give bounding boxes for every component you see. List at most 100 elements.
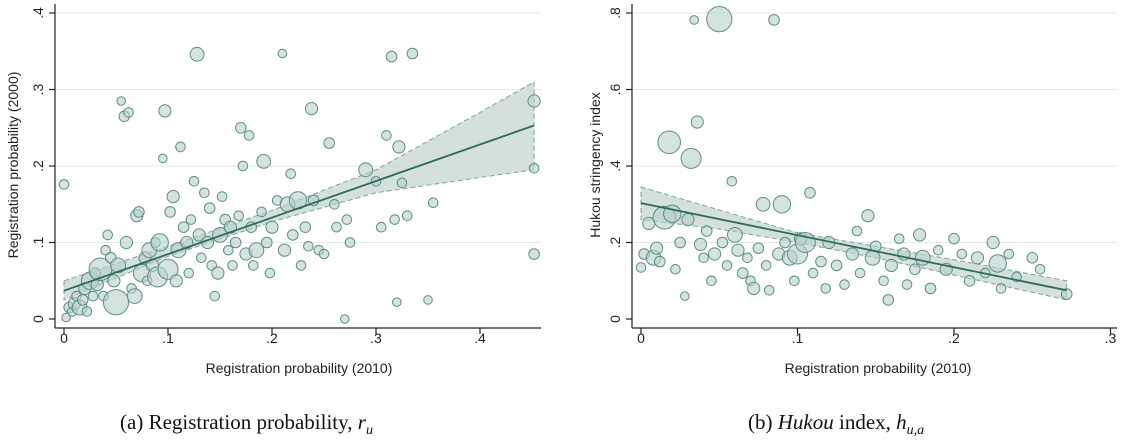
scatter-point — [358, 162, 374, 178]
x-tick-label: .3 — [1105, 330, 1117, 346]
scatter-point — [708, 247, 722, 261]
scatter-point — [199, 187, 210, 199]
x-tick-label: .3 — [370, 330, 382, 346]
scatter-point — [1026, 251, 1039, 264]
scatter-point — [331, 221, 342, 233]
scatter-point — [303, 241, 314, 252]
scatter-point — [150, 233, 169, 252]
scatter-point — [721, 260, 733, 271]
scatter-point — [657, 130, 682, 155]
scatter-point — [216, 191, 228, 202]
scatter-point — [681, 213, 695, 227]
scatter-point — [689, 15, 700, 25]
scatter-point — [760, 260, 772, 271]
scatter-point — [779, 236, 791, 249]
scatter-point — [650, 241, 664, 255]
scatter-point — [87, 290, 99, 302]
scatter-point — [674, 236, 686, 249]
scatter-point — [864, 249, 881, 266]
scatter-point — [680, 147, 702, 169]
scatter-point — [192, 228, 206, 242]
scatter-point — [81, 306, 93, 317]
scatter-point — [223, 244, 234, 256]
scatter-point — [693, 237, 708, 251]
caption-panel-b: (b) Hukou index, hu,a — [748, 410, 924, 439]
scatter-point — [107, 274, 121, 288]
scatter-point — [235, 122, 247, 134]
scatter-point — [248, 260, 259, 271]
scatter-point — [933, 244, 944, 256]
scatter-point — [256, 154, 272, 169]
scatter-point — [277, 243, 292, 257]
scatter-point — [772, 195, 792, 214]
scatter-point — [61, 312, 71, 323]
scatter-point — [727, 227, 743, 243]
scatter-point — [323, 137, 336, 149]
scatter-point — [988, 254, 1007, 273]
scatter-point — [133, 206, 145, 218]
y-tick-label: .4 — [30, 7, 46, 19]
scatter-point — [924, 282, 937, 295]
scatter-point — [948, 232, 960, 245]
scatter-point — [287, 229, 299, 241]
scatter-point — [344, 237, 356, 248]
scatter-point — [341, 214, 353, 225]
scatter-point — [528, 248, 540, 260]
scatter-point — [110, 257, 126, 274]
scatter-point — [264, 267, 276, 279]
caption-panel-a: (a) Registration probability, ru — [120, 410, 373, 439]
scatter-point — [277, 48, 288, 59]
scatter-point — [227, 260, 238, 271]
scatter-point — [1060, 288, 1073, 300]
scatter-point — [861, 209, 875, 223]
scatter-point — [229, 236, 242, 249]
x-tick-label: .1 — [162, 330, 174, 346]
scatter-point — [256, 206, 267, 218]
scatter-point — [299, 221, 312, 233]
scatter-point — [123, 107, 134, 118]
caption-a-subscript: u — [365, 423, 373, 439]
scatter-point — [680, 291, 690, 301]
scatter-point — [58, 179, 70, 190]
scatter-point — [183, 267, 195, 279]
scatter-point — [164, 206, 176, 218]
scatter-point — [318, 248, 330, 260]
scatter-point — [635, 262, 647, 273]
scatter-point — [882, 294, 895, 306]
scatter-point — [901, 279, 913, 290]
scatter-point — [986, 235, 1000, 250]
scatter-point — [392, 140, 406, 154]
scatter-point — [700, 225, 713, 237]
y-axis-label: Hukou stringency index — [587, 92, 603, 238]
x-tick-label: 0 — [60, 330, 68, 346]
scatter-point — [820, 283, 832, 294]
caption-a-prefix: (a) — [120, 410, 144, 434]
scatter-point — [878, 275, 889, 287]
y-tick-label: .1 — [30, 236, 46, 248]
scatter-point — [329, 199, 340, 210]
scatter-point — [177, 221, 190, 233]
scatter-point — [956, 248, 968, 260]
scatter-point — [807, 267, 819, 279]
x-tick-label: .4 — [474, 330, 486, 346]
scatter-point — [755, 196, 771, 212]
scatter-point — [385, 50, 398, 63]
scatter-point — [340, 314, 350, 324]
scatter-point — [375, 221, 387, 233]
scatter-point — [166, 190, 180, 204]
scatter-point — [203, 202, 216, 214]
fit-line — [63, 124, 535, 292]
scatter-point — [893, 233, 905, 244]
scatter-point — [169, 274, 183, 288]
scatter-point — [768, 14, 780, 26]
scatter-point — [158, 153, 168, 164]
scatter-point — [100, 244, 111, 256]
x-tick-label: .2 — [948, 330, 960, 346]
scatter-point — [731, 243, 745, 257]
y-tick-label: 0 — [30, 315, 46, 323]
chart-panel-a: 0 .1 .2 .3 .4 0 .1 .2 .3 .4 Registration probabili… — [5, 4, 541, 376]
scatter-point — [237, 160, 249, 172]
scatter-point — [1034, 264, 1046, 275]
